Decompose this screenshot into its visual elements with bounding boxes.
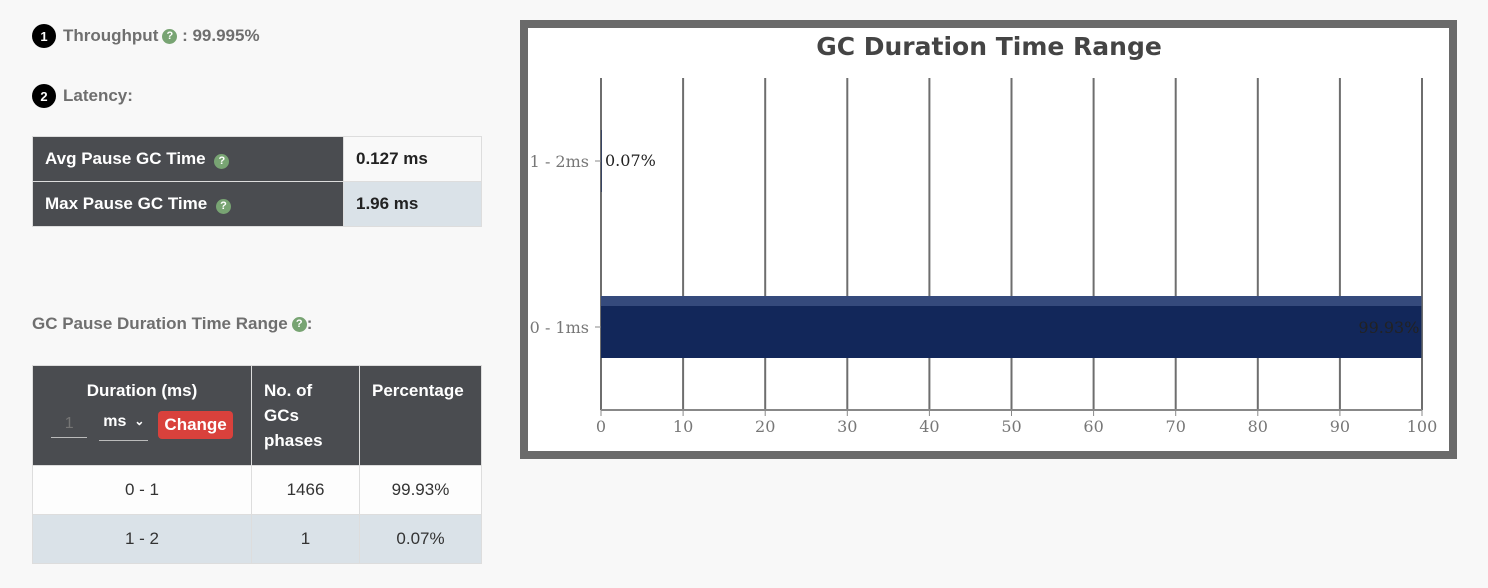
count-cell: 1	[251, 514, 360, 564]
throughput-label: Throughput	[63, 26, 159, 45]
latency-heading: 2 Latency:	[32, 84, 133, 108]
throughput-number-badge: 1	[32, 24, 56, 48]
unit-select[interactable]: ms ⌄	[99, 409, 149, 441]
percentage-cell: 99.93%	[359, 465, 482, 515]
avg-pause-label: Avg Pause GC Time	[45, 149, 206, 168]
chart-svg: GC Duration Time Range 0 10 20 30 40 50 60 70 80 9…	[530, 32, 1438, 436]
data-label: 99.93%	[1358, 318, 1419, 337]
throughput-separator: :	[177, 26, 193, 45]
x-tick-label: 40	[919, 417, 939, 436]
max-pause-value: 1.96 ms	[343, 181, 482, 227]
gc-duration-chart: GC Duration Time Range 0 10 20 30 40 50 60 70 80 9…	[520, 20, 1457, 459]
table-row: Max Pause GC Time ? 1.96 ms	[32, 181, 482, 227]
table-header-row: Duration (ms) ms ⌄ Change No. of GCs pha…	[32, 365, 482, 466]
bar	[601, 130, 602, 192]
throughput-help-icon[interactable]: ?	[162, 28, 178, 44]
unit-size-input[interactable]	[51, 412, 88, 438]
unit-select-value: ms	[103, 413, 127, 430]
table-row: Avg Pause GC Time ? 0.127 ms	[32, 136, 482, 182]
duration-header-label: Duration (ms)	[86, 381, 198, 400]
bar-highlight	[601, 296, 1422, 306]
bar	[601, 296, 1422, 358]
y-category-label: 1 - 2ms	[530, 152, 589, 171]
x-tick-label: 0	[596, 417, 606, 436]
x-tick-label: 90	[1330, 417, 1350, 436]
throughput-value: 99.995%	[192, 26, 260, 45]
count-header: No. of GCs phases	[251, 365, 360, 466]
chart-title: GC Duration Time Range	[816, 32, 1162, 61]
change-button[interactable]: Change	[158, 411, 233, 439]
x-tick-label: 80	[1248, 417, 1268, 436]
duration-header: Duration (ms) ms ⌄ Change	[32, 365, 252, 466]
x-tick-label: 10	[673, 417, 693, 436]
pause-range-label: GC Pause Duration Time Range	[32, 314, 288, 333]
count-cell: 1466	[251, 465, 360, 515]
data-label: 0.07%	[605, 151, 656, 170]
unit-controls: ms ⌄ Change	[45, 409, 239, 441]
latency-label: Latency:	[63, 86, 133, 105]
percentage-header: Percentage	[359, 365, 482, 466]
x-tick-label: 20	[755, 417, 775, 436]
pause-range-suffix: :	[306, 314, 313, 333]
y-category-label: 0 - 1ms	[530, 318, 589, 337]
max-pause-label-cell: Max Pause GC Time ?	[32, 181, 344, 227]
avg-pause-value: 0.127 ms	[343, 136, 482, 182]
avg-pause-help-icon[interactable]: ?	[214, 153, 230, 169]
percentage-cell: 0.07%	[359, 514, 482, 564]
pause-range-heading: GC Pause Duration Time Range ? :	[32, 314, 312, 334]
max-pause-help-icon[interactable]: ?	[215, 198, 231, 214]
x-tick-label: 30	[837, 417, 857, 436]
table-row: 0 - 1 1466 99.93%	[32, 465, 482, 515]
x-tick-label: 100	[1407, 417, 1438, 436]
duration-cell: 1 - 2	[32, 514, 252, 564]
x-tick-label: 50	[1001, 417, 1021, 436]
max-pause-label: Max Pause GC Time	[45, 194, 208, 213]
chevron-down-icon: ⌄	[134, 414, 145, 428]
duration-cell: 0 - 1	[32, 465, 252, 515]
x-tick-label: 60	[1083, 417, 1103, 436]
latency-number-badge: 2	[32, 84, 56, 108]
latency-table: Avg Pause GC Time ? 0.127 ms Max Pause G…	[32, 136, 482, 227]
pause-duration-table: Duration (ms) ms ⌄ Change No. of GCs pha…	[32, 365, 482, 564]
table-row: 1 - 2 1 0.07%	[32, 514, 482, 564]
avg-pause-label-cell: Avg Pause GC Time ?	[32, 136, 344, 182]
throughput-line: 1 Throughput ? : 99.995%	[32, 24, 260, 48]
x-tick-label: 70	[1166, 417, 1186, 436]
pause-range-help-icon[interactable]: ?	[291, 316, 307, 332]
